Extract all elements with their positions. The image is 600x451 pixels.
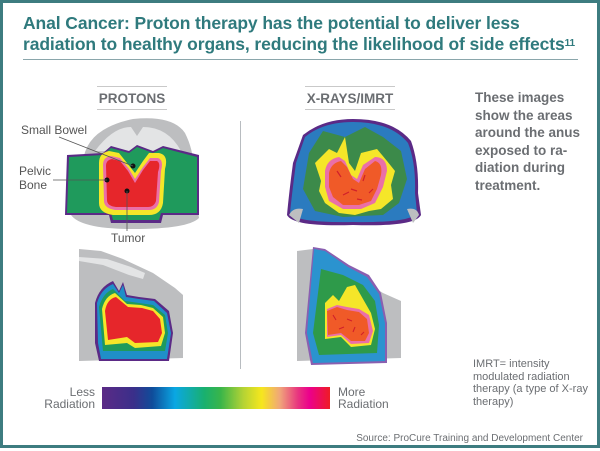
side-note: These images show the areas around the a… (475, 90, 581, 193)
orange-tumor-region (327, 307, 369, 341)
radiation-color-scale (102, 387, 330, 409)
title-divider (23, 59, 578, 60)
tissue-inner-light (95, 127, 181, 151)
protons-axial-dose-image (53, 118, 199, 231)
pelvic-bone-label-line1: Pelvic (19, 164, 52, 178)
protons-sagittal-dose-image (79, 249, 183, 361)
tissue-light-band (79, 257, 145, 279)
red-tumor-region (105, 297, 162, 343)
hotspot-streaks (332, 314, 365, 336)
small-bowel-leader (58, 136, 134, 167)
title-text: Anal Cancer: Proton therapy has the pote… (23, 13, 565, 54)
tumor-label: Tumor (111, 231, 146, 245)
legend-less-line1: Less (69, 385, 95, 399)
legend-more-line1: More (338, 385, 366, 399)
legend-more-radiation-label: More Radiation (338, 386, 408, 410)
source-credit: Source: ProCure Training and Development… (356, 433, 583, 444)
legend-more-line2: Radiation (338, 397, 389, 411)
page-title: Anal Cancer: Proton therapy has the pote… (23, 13, 583, 55)
xrays-axial-dose-image (287, 119, 421, 226)
pelvic-bone-label-line2: Bone (19, 178, 48, 192)
imrt-definition-note: IMRT= intensity modulated radiation ther… (473, 358, 588, 408)
red-tumor-region (106, 159, 160, 207)
orange-tumor-region (329, 161, 382, 205)
pelvic-bone-label: Pelvic Bone (19, 164, 51, 192)
xrays-column-label: X-RAYS/IMRT (305, 86, 395, 110)
small-bowel-label: Small Bowel (21, 123, 88, 137)
xrays-sagittal-dose-image (297, 247, 401, 365)
legend-less-radiation-label: Less Radiation (33, 386, 95, 410)
hotspot-streaks (336, 170, 374, 201)
tissue-corner-right (407, 208, 419, 223)
title-footnote-ref: 11 (564, 38, 575, 49)
legend-less-line2: Radiation (44, 397, 95, 411)
protons-column-label: PROTONS (97, 86, 167, 110)
column-divider (240, 121, 241, 369)
tissue-corner-left (289, 208, 303, 223)
